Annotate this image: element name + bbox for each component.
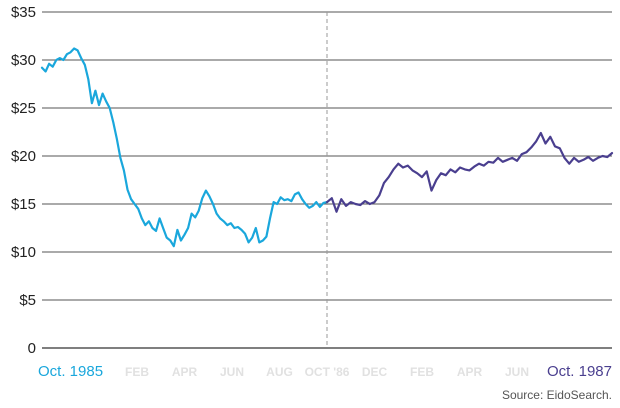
y-axis-ticks: 0 $5 $10 $15 $20 $25 $30 $35	[11, 4, 36, 357]
x-tick-label: Oct. 1987	[547, 363, 612, 380]
y-tick-label: $15	[11, 196, 36, 213]
y-tick-label: $10	[11, 244, 36, 261]
x-tick-label: JUN	[220, 365, 244, 379]
x-tick-label: JUN	[505, 365, 529, 379]
series-line-1	[40, 47, 329, 248]
x-axis-ticks: Oct. 1985 FEB APR JUN AUG OCT '86 DEC FEB APR JUN…	[38, 363, 612, 380]
series-line-2	[325, 131, 614, 213]
x-tick-label: FEB	[410, 365, 434, 379]
y-tick-label: $20	[11, 148, 36, 165]
x-tick-label: APR	[457, 365, 483, 379]
y-tick-label: $35	[11, 4, 36, 21]
x-tick-label: FEB	[125, 365, 149, 379]
x-tick-label: Oct. 1985	[38, 363, 103, 380]
source-label: Source: EidoSearch.	[502, 388, 612, 402]
x-tick-label: AUG	[266, 365, 293, 379]
y-tick-label: 0	[28, 340, 36, 357]
series-lines	[40, 47, 614, 248]
x-tick-label: APR	[172, 365, 198, 379]
y-tick-label: $30	[11, 52, 36, 69]
y-tick-label: $5	[19, 292, 36, 309]
x-tick-label: DEC	[362, 365, 388, 379]
x-tick-label: OCT '86	[305, 365, 350, 379]
y-tick-label: $25	[11, 100, 36, 117]
